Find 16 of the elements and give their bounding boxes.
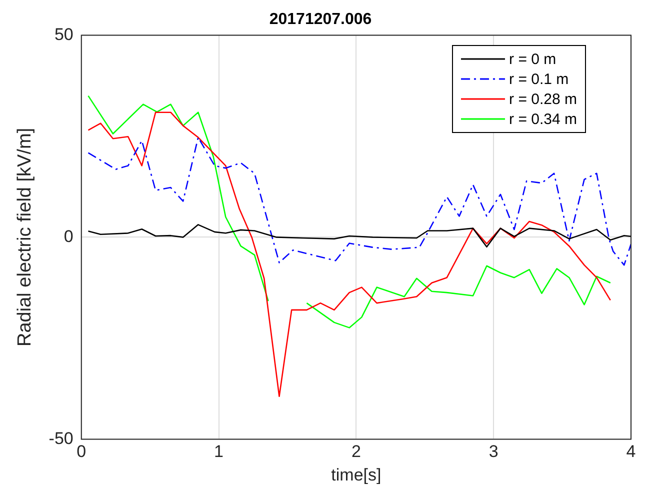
legend-label: r = 0.1 m [509,70,569,88]
y-axis-title: Radial electric field [kV/m] [14,128,36,346]
legend-label: r = 0.34 m [509,110,577,128]
x-tick-label: 2 [351,442,361,462]
legend-label: r = 0 m [509,50,556,68]
y-tick-label: -50 [48,428,74,448]
legend-label: r = 0.28 m [509,90,577,108]
chart-title: 20171207.006 [269,11,372,28]
x-axis-title: time[s] [331,465,382,484]
y-tick-label: 0 [64,226,74,246]
x-tick-label: 1 [214,442,224,462]
y-tick-label: 50 [54,24,74,44]
x-tick-label: 3 [488,442,498,462]
x-tick-label: 4 [626,442,636,462]
line-series [88,136,631,266]
x-tick-label: 0 [76,442,86,462]
